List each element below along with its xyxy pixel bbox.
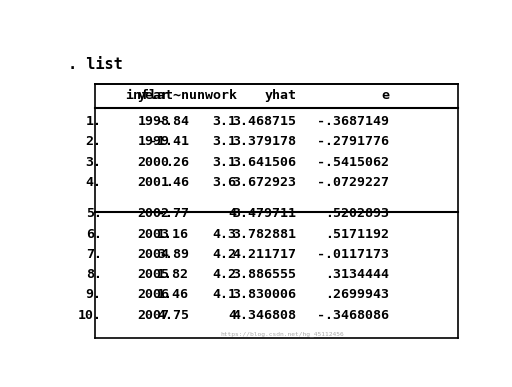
Text: 4: 4 [228, 309, 237, 322]
Text: 4.346808: 4.346808 [232, 309, 296, 322]
Text: https://blog.csdn.net/hg_45112456: https://blog.csdn.net/hg_45112456 [220, 331, 344, 337]
Text: unwork: unwork [188, 89, 237, 102]
Text: 3.468715: 3.468715 [232, 115, 296, 128]
Text: .46: .46 [165, 176, 189, 189]
Text: 2004: 2004 [137, 248, 169, 261]
Text: 1999: 1999 [137, 135, 169, 148]
Text: 4.: 4. [86, 176, 102, 189]
Text: 5.: 5. [86, 207, 102, 221]
Text: 3.886555: 3.886555 [232, 268, 296, 281]
Text: -.0117173: -.0117173 [317, 248, 389, 261]
Text: yhat: yhat [264, 89, 296, 102]
Text: 3.479711: 3.479711 [232, 207, 296, 221]
Text: 3.379178: 3.379178 [232, 135, 296, 148]
Text: . list: . list [68, 57, 123, 72]
Text: 1998: 1998 [137, 115, 169, 128]
Text: 2005: 2005 [137, 268, 169, 281]
Text: 3.6: 3.6 [212, 176, 237, 189]
Text: .2699943: .2699943 [326, 288, 389, 301]
Text: 4.1: 4.1 [212, 288, 237, 301]
Text: 8.: 8. [86, 268, 102, 281]
Text: 10.: 10. [78, 309, 102, 322]
Text: -.0729227: -.0729227 [317, 176, 389, 189]
Text: 4: 4 [228, 207, 237, 221]
Text: .26: .26 [165, 156, 189, 169]
Text: 3.1: 3.1 [212, 135, 237, 148]
Text: -.3687149: -.3687149 [317, 115, 389, 128]
Text: -.3468086: -.3468086 [317, 309, 389, 322]
Text: 3.1: 3.1 [212, 156, 237, 169]
Text: 3.641506: 3.641506 [232, 156, 296, 169]
Text: 2006: 2006 [137, 288, 169, 301]
Text: -1.41: -1.41 [149, 135, 189, 148]
Text: -.5415062: -.5415062 [317, 156, 389, 169]
Text: 1.82: 1.82 [157, 268, 189, 281]
Text: 4.2: 4.2 [212, 268, 237, 281]
Text: 1.16: 1.16 [157, 228, 189, 241]
Text: 2.: 2. [86, 135, 102, 148]
Text: 3.782881: 3.782881 [232, 228, 296, 241]
Text: 7.: 7. [86, 248, 102, 261]
Text: 1.46: 1.46 [157, 288, 189, 301]
Text: inflat~n: inflat~n [125, 89, 189, 102]
Text: .3134444: .3134444 [326, 268, 389, 281]
Text: 9.: 9. [86, 288, 102, 301]
Text: 3.1: 3.1 [212, 115, 237, 128]
Text: 4.3: 4.3 [212, 228, 237, 241]
Text: 2007: 2007 [137, 309, 169, 322]
Text: 6.: 6. [86, 228, 102, 241]
Text: e: e [381, 89, 389, 102]
Text: 3.: 3. [86, 156, 102, 169]
Text: year: year [137, 89, 169, 102]
Text: 2002: 2002 [137, 207, 169, 221]
Text: 3.830006: 3.830006 [232, 288, 296, 301]
Text: 1.: 1. [86, 115, 102, 128]
Text: 2001: 2001 [137, 176, 169, 189]
Text: 2003: 2003 [137, 228, 169, 241]
Text: .5171192: .5171192 [326, 228, 389, 241]
Text: 2000: 2000 [137, 156, 169, 169]
Text: 3.89: 3.89 [157, 248, 189, 261]
Text: -.2791776: -.2791776 [317, 135, 389, 148]
Text: 4.2: 4.2 [212, 248, 237, 261]
Text: 4.211717: 4.211717 [232, 248, 296, 261]
Text: -.77: -.77 [157, 207, 189, 221]
Text: .5202893: .5202893 [326, 207, 389, 221]
Text: -.84: -.84 [157, 115, 189, 128]
Text: 4.75: 4.75 [157, 309, 189, 322]
Text: 3.672923: 3.672923 [232, 176, 296, 189]
